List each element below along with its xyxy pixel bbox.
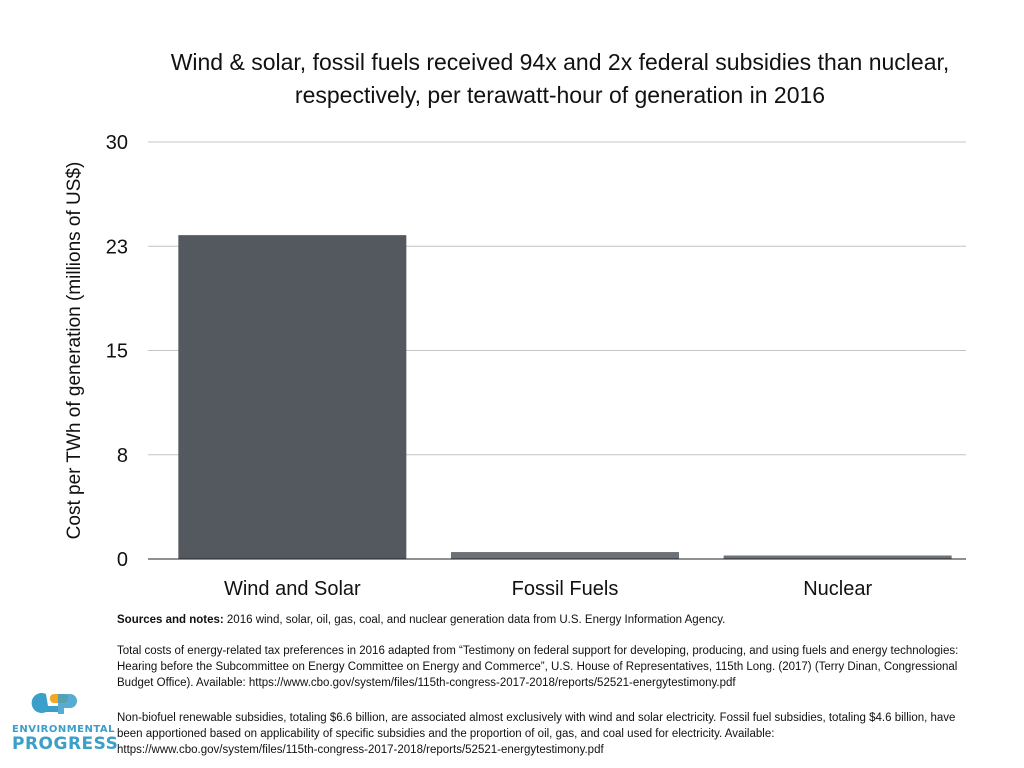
chart-title-line-1: Wind & solar, fossil fuels received 94x … <box>170 49 950 75</box>
sources-text: 2016 wind, solar, oil, gas, coal, and nu… <box>223 614 726 626</box>
y-tick-label: 8 <box>117 445 128 467</box>
y-tick-label: 15 <box>106 341 128 363</box>
y-tick-label: 30 <box>106 132 128 154</box>
bar <box>178 235 407 559</box>
bar <box>451 552 679 559</box>
logo-text-environmental: ENVIRONMENTAL <box>12 724 116 735</box>
sources-label: Sources and notes: <box>117 614 224 626</box>
environmental-progress-logo: ENVIRONMENTAL PROGRESS <box>12 690 119 754</box>
cost-note: Total costs of energy-related tax prefer… <box>117 645 959 689</box>
chart-title-line-2: respectively, per terawatt-hour of gener… <box>294 82 826 108</box>
ep-logo-icon <box>31 693 77 714</box>
x-tick-label: Nuclear <box>803 578 872 600</box>
y-tick-label: 23 <box>106 236 128 258</box>
chart-title: Wind & solar, fossil fuels received 94x … <box>130 46 990 112</box>
y-axis-label: Cost per TWh of generation (millions of … <box>64 162 85 540</box>
bar <box>723 555 952 559</box>
x-tick-label: Fossil Fuels <box>512 578 619 600</box>
logo-text-progress: PROGRESS <box>12 734 119 754</box>
bar-chart: 0 8 15 23 30 Wind and Solar Fossil Fuels Nuclea… <box>64 132 966 600</box>
x-tick-label: Wind and Solar <box>224 578 361 600</box>
subsidy-note: Non-biofuel renewable subsidies, totalin… <box>117 712 956 756</box>
sources-note: Sources and notes: 2016 wind, solar, oil… <box>117 612 977 628</box>
y-tick-label: 0 <box>117 549 128 571</box>
